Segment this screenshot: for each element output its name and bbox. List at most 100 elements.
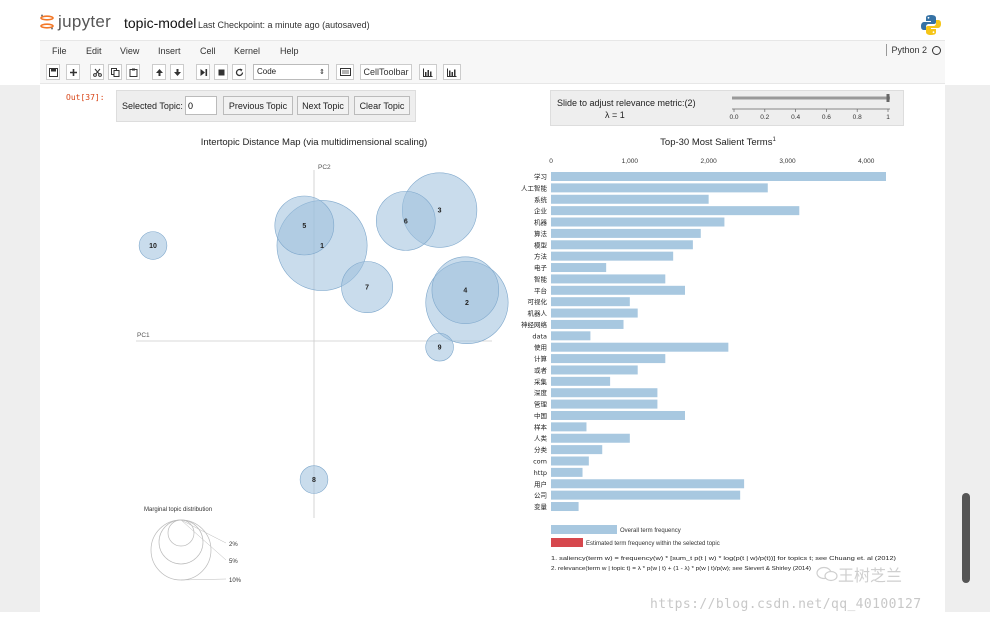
term-label[interactable]: 算法	[534, 229, 548, 238]
add-cell-icon[interactable]	[66, 64, 80, 80]
topic-circle-10[interactable]	[138, 231, 168, 260]
term-bar[interactable]	[551, 319, 624, 329]
celltoolbar-button[interactable]: CellToolbar	[360, 64, 412, 80]
term-label[interactable]: 模型	[534, 240, 548, 249]
paste-icon[interactable]	[126, 64, 140, 80]
term-bar[interactable]	[551, 217, 725, 227]
cell-type-dropdown[interactable]: Code ⇕	[253, 64, 329, 80]
save-icon[interactable]	[46, 64, 60, 80]
term-label[interactable]: 深度	[534, 388, 548, 397]
relevance-slider[interactable]: 0.0 0.2 0.4 0.6 0.8 1	[729, 94, 890, 121]
term-bar[interactable]	[551, 331, 591, 341]
restart-kernel-icon[interactable]	[232, 64, 246, 80]
term-label[interactable]: data	[532, 332, 547, 340]
term-bar[interactable]	[551, 194, 709, 204]
term-bar[interactable]	[551, 365, 638, 375]
term-bar[interactable]	[551, 388, 658, 398]
term-bar[interactable]	[551, 206, 800, 216]
term-label[interactable]: 人类	[534, 434, 548, 443]
menu-cell[interactable]: Cell	[200, 46, 216, 56]
term-label[interactable]: 公司	[534, 492, 547, 500]
selected-topic-input[interactable]	[185, 96, 217, 115]
menu-file[interactable]: File	[52, 46, 67, 56]
term-bar[interactable]	[551, 240, 693, 250]
term-bar[interactable]	[551, 410, 685, 420]
term-label[interactable]: 或者	[534, 365, 548, 374]
term-bar[interactable]	[551, 228, 701, 238]
topic-circle-6[interactable]	[375, 191, 436, 251]
term-label[interactable]: 平台	[534, 286, 547, 295]
move-down-icon[interactable]	[170, 64, 184, 80]
topic-circle-9[interactable]	[425, 332, 454, 362]
term-label[interactable]: 学习	[534, 172, 547, 181]
term-bar[interactable]	[551, 433, 630, 443]
term-label[interactable]: http	[534, 469, 547, 477]
term-bar[interactable]	[551, 490, 741, 500]
term-label[interactable]: 企业	[534, 206, 548, 215]
term-bar[interactable]	[551, 354, 666, 364]
copy-icon[interactable]	[108, 64, 122, 80]
clear-topic-button[interactable]: Clear Topic	[354, 96, 410, 115]
term-bar[interactable]	[551, 376, 611, 386]
term-bar[interactable]	[551, 342, 729, 352]
menu-help[interactable]: Help	[280, 46, 299, 56]
term-bar[interactable]	[551, 308, 638, 318]
menu-view[interactable]: View	[120, 46, 140, 56]
bar-x-tick-label: 2,000	[701, 158, 718, 165]
lambda-value-label: λ = 1	[605, 110, 625, 120]
menu-edit[interactable]: Edit	[86, 46, 102, 56]
term-bar[interactable]	[551, 251, 674, 261]
term-label[interactable]: 管理	[534, 400, 548, 409]
topic-circle-4[interactable]	[431, 256, 500, 324]
term-label[interactable]: 系统	[534, 195, 548, 204]
term-bar[interactable]	[551, 285, 685, 295]
term-bar[interactable]	[551, 399, 658, 409]
stop-kernel-icon[interactable]	[214, 64, 228, 80]
term-label[interactable]: 可视化	[528, 297, 548, 306]
topic-circle-8[interactable]	[299, 465, 329, 494]
term-label[interactable]: 采集	[534, 377, 548, 386]
term-bar[interactable]	[551, 274, 666, 284]
term-label[interactable]: 样本	[534, 422, 548, 431]
notebook-title[interactable]: topic-model	[124, 15, 197, 31]
term-label[interactable]: 方法	[534, 252, 548, 261]
term-label[interactable]: 机器	[534, 218, 548, 227]
run-cell-icon[interactable]	[196, 64, 210, 80]
previous-topic-button[interactable]: Previous Topic	[223, 96, 293, 115]
term-label[interactable]: 分类	[534, 445, 548, 454]
term-bar[interactable]	[551, 263, 607, 273]
term-label[interactable]: 变量	[534, 502, 548, 511]
term-label[interactable]: 计算	[534, 354, 548, 363]
term-label[interactable]: 神经网络	[521, 320, 548, 329]
topic-circle-5[interactable]	[274, 195, 335, 256]
term-label[interactable]: com	[533, 458, 547, 466]
term-bar[interactable]	[551, 467, 583, 477]
term-bar[interactable]	[551, 297, 630, 307]
topic-circle-7[interactable]	[341, 261, 394, 314]
term-label[interactable]: 电子	[534, 263, 548, 272]
term-bar[interactable]	[551, 445, 603, 455]
term-label[interactable]: 人工智能	[521, 183, 548, 192]
cut-icon[interactable]	[90, 64, 104, 80]
term-bar[interactable]	[551, 456, 589, 466]
term-label[interactable]: 用户	[534, 479, 547, 488]
scrollbar-thumb[interactable]	[962, 493, 970, 583]
bar-chart-icon-2[interactable]	[443, 64, 461, 80]
menu-insert[interactable]: Insert	[158, 46, 181, 56]
menu-kernel[interactable]: Kernel	[234, 46, 261, 56]
next-topic-button[interactable]: Next Topic	[297, 96, 349, 115]
bar-chart-icon[interactable]	[419, 64, 437, 80]
term-label[interactable]: 机器人	[528, 309, 548, 318]
term-label[interactable]: 智能	[534, 274, 548, 283]
command-palette-icon[interactable]	[336, 64, 354, 80]
term-bar[interactable]	[551, 172, 886, 181]
term-label[interactable]: 中国	[534, 411, 547, 420]
jupyter-logo[interactable]: jupyter	[40, 12, 111, 32]
term-bar[interactable]	[551, 479, 745, 489]
term-bar[interactable]	[551, 422, 587, 432]
term-bar[interactable]	[551, 502, 579, 512]
move-up-icon[interactable]	[152, 64, 166, 80]
term-label[interactable]: 使用	[534, 343, 547, 352]
slider-handle[interactable]	[886, 94, 890, 102]
term-bar[interactable]	[551, 183, 768, 193]
